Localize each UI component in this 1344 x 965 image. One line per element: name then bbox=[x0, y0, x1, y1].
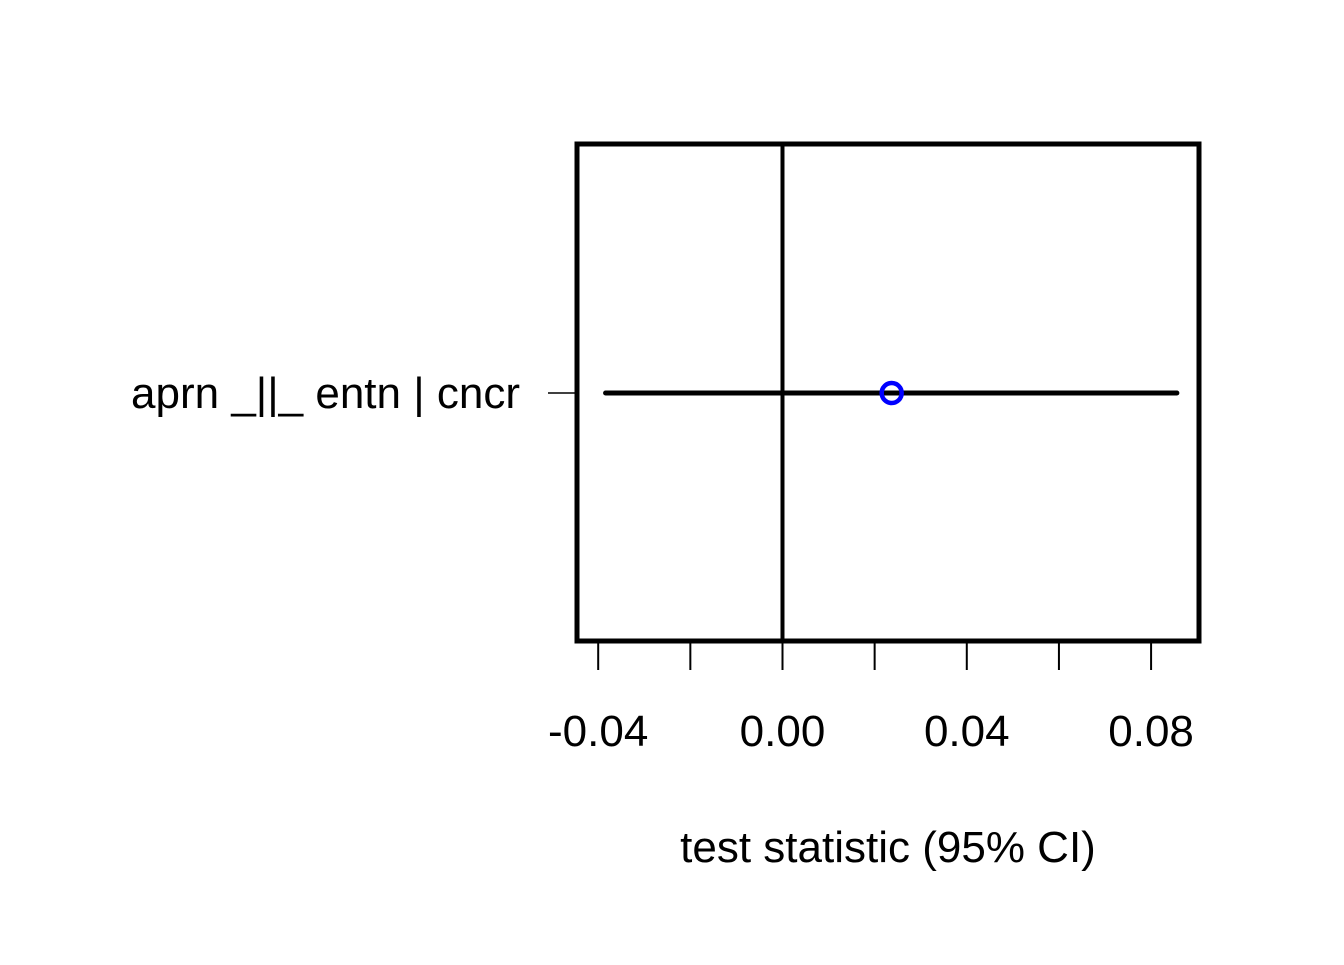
plot-box bbox=[574, 141, 1202, 644]
plot-area bbox=[574, 141, 1202, 644]
x-tick-label: 0.04 bbox=[924, 707, 1010, 756]
point-estimate bbox=[879, 380, 904, 406]
x-tick-label: -0.04 bbox=[548, 707, 648, 756]
row-label: aprn _||_ entn | cncr bbox=[131, 369, 520, 418]
x-tick-label: 0.00 bbox=[740, 707, 826, 756]
x-tick-label: 0.08 bbox=[1108, 707, 1194, 756]
row-labels: aprn _||_ entn | cncr bbox=[131, 369, 577, 418]
x-axis-label: test statistic (95% CI) bbox=[680, 823, 1096, 872]
x-axis: -0.04 0.00 0.04 0.08 bbox=[548, 641, 1194, 756]
